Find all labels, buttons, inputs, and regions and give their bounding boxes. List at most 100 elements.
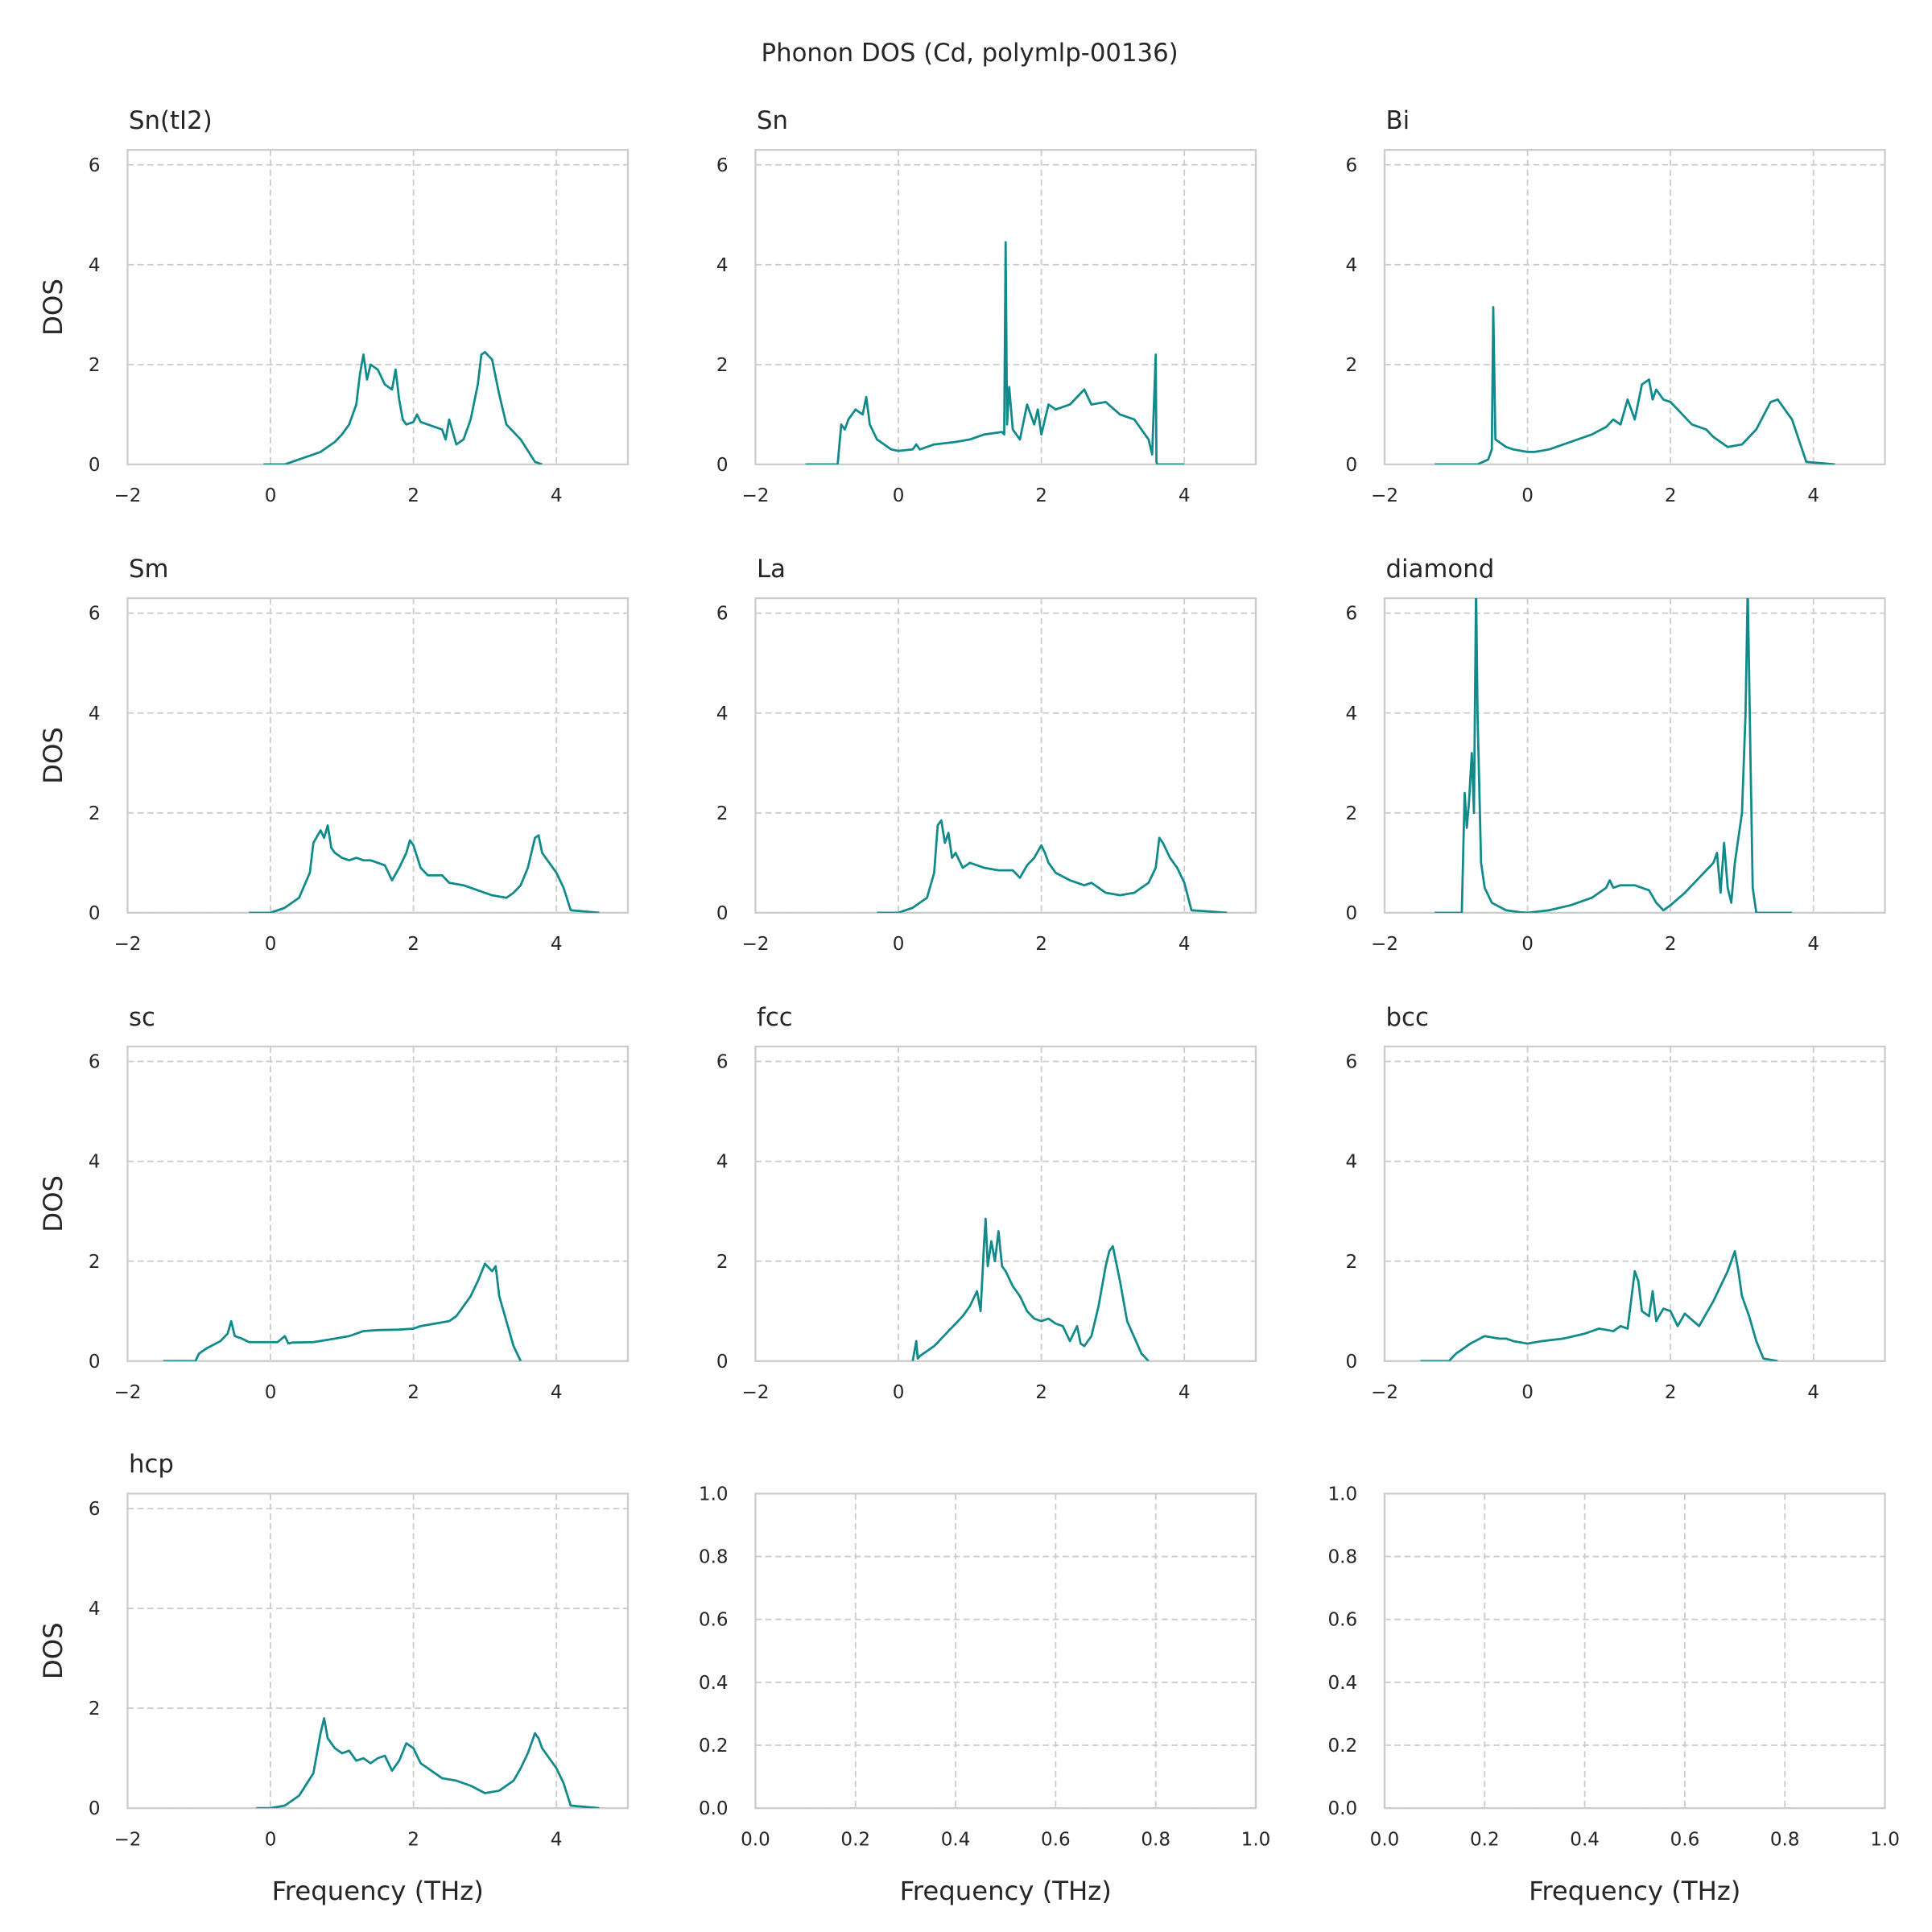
y-tick-label: 2	[1345, 1252, 1357, 1273]
x-tick-label: 2	[1035, 485, 1047, 506]
x-tick-label: 4	[551, 485, 563, 506]
x-tick-label: 2	[407, 1829, 419, 1850]
x-axis-label: Frequency (THz)	[900, 1876, 1112, 1906]
x-tick-label: 0	[1521, 934, 1534, 955]
x-tick-label: −2	[741, 934, 769, 955]
panel-title: bcc	[1386, 1003, 1429, 1032]
axes-frame	[1383, 597, 1886, 914]
x-axis-label: Frequency (THz)	[272, 1876, 484, 1906]
x-tick-label: −2	[1371, 485, 1398, 506]
x-tick-label: 4	[551, 934, 563, 955]
dos-line	[877, 819, 1228, 913]
axes-frame	[126, 597, 630, 914]
y-tick-label: 0	[89, 455, 101, 476]
x-tick-label: 4	[1179, 485, 1191, 506]
dos-line	[1435, 306, 1835, 464]
y-tick-label: 0	[89, 1352, 101, 1373]
y-tick-label: 6	[89, 1499, 101, 1520]
figure-title: Phonon DOS (Cd, polymlp-00136)	[762, 39, 1179, 68]
y-tick-label: 4	[716, 704, 729, 724]
axes-frame	[126, 1045, 630, 1362]
y-tick-label: 0.0	[699, 1798, 729, 1819]
x-tick-label: −2	[114, 1382, 141, 1403]
x-tick-label: −2	[114, 934, 141, 955]
dos-line	[263, 350, 543, 464]
panel-title: Sn	[757, 106, 788, 135]
x-tick-label: 4	[551, 1382, 563, 1403]
y-tick-label: 0	[89, 1798, 101, 1819]
y-tick-label: 2	[89, 803, 101, 824]
x-axis-label: Frequency (THz)	[1529, 1876, 1740, 1906]
y-axis-label: DOS	[38, 1175, 68, 1232]
axes-frame	[126, 1492, 630, 1810]
x-tick-label: 4	[1807, 485, 1819, 506]
y-tick-label: 2	[89, 355, 101, 376]
y-tick-label: 0.8	[699, 1547, 729, 1568]
y-tick-label: 6	[716, 155, 729, 176]
panel-title: fcc	[757, 1003, 793, 1032]
x-tick-label: 0.2	[1470, 1829, 1500, 1850]
axes-frame	[1383, 1492, 1886, 1810]
panel-title: diamond	[1386, 555, 1495, 584]
x-tick-label: 0	[893, 485, 905, 506]
y-tick-label: 2	[1345, 803, 1357, 824]
y-tick-label: 0.2	[1327, 1736, 1357, 1757]
y-tick-label: 4	[89, 1599, 101, 1620]
panel-title: Sm	[129, 555, 168, 584]
y-tick-label: 1.0	[699, 1484, 729, 1505]
x-tick-label: 0.6	[1670, 1829, 1700, 1850]
dos-line	[163, 1262, 522, 1361]
y-tick-label: 6	[1345, 155, 1357, 176]
y-tick-label: 4	[1345, 704, 1357, 724]
axes-frame	[754, 597, 1257, 914]
y-tick-label: 6	[1345, 604, 1357, 625]
x-tick-label: 0.2	[840, 1829, 870, 1850]
x-tick-label: 0.4	[941, 1829, 971, 1850]
dos-line	[256, 1717, 600, 1809]
y-tick-label: 6	[89, 155, 101, 176]
x-tick-label: 0.4	[1570, 1829, 1600, 1850]
x-tick-label: −2	[1371, 1382, 1398, 1403]
y-tick-label: 2	[716, 1252, 729, 1273]
x-tick-label: −2	[114, 1829, 141, 1850]
x-tick-label: 2	[407, 1382, 419, 1403]
y-tick-label: 4	[89, 704, 101, 724]
y-tick-label: 0.4	[1327, 1673, 1357, 1694]
dos-line	[1420, 1249, 1778, 1361]
y-tick-label: 0.2	[699, 1736, 729, 1757]
y-tick-label: 2	[716, 355, 729, 376]
panel-title: sc	[129, 1003, 155, 1032]
x-tick-label: 4	[1179, 1382, 1191, 1403]
y-tick-label: 0.4	[699, 1673, 729, 1694]
x-tick-label: 0	[893, 1382, 905, 1403]
y-tick-label: 2	[716, 803, 729, 824]
y-tick-label: 0	[89, 903, 101, 924]
x-tick-label: 1.0	[1241, 1829, 1271, 1850]
axes-frame	[754, 149, 1257, 466]
y-tick-label: 0.0	[1327, 1798, 1357, 1819]
x-tick-label: 0	[1521, 1382, 1534, 1403]
y-tick-label: 0	[716, 455, 729, 476]
dos-line	[1435, 598, 1793, 913]
axes-frame	[754, 1492, 1257, 1810]
y-tick-label: 4	[1345, 1152, 1357, 1173]
y-tick-label: 0	[1345, 455, 1357, 476]
x-tick-label: 0.8	[1770, 1829, 1800, 1850]
y-tick-label: 2	[1345, 355, 1357, 376]
x-tick-label: 2	[407, 485, 419, 506]
x-tick-label: 0	[893, 934, 905, 955]
y-tick-label: 6	[716, 604, 729, 625]
x-tick-label: −2	[114, 485, 141, 506]
y-tick-label: 4	[1345, 255, 1357, 276]
y-tick-label: 0	[1345, 1352, 1357, 1373]
y-tick-label: 0	[716, 903, 729, 924]
x-tick-label: 0	[265, 934, 277, 955]
x-tick-label: 0.0	[1370, 1829, 1400, 1850]
y-tick-label: 6	[89, 1052, 101, 1073]
x-tick-label: −2	[1371, 934, 1398, 955]
x-tick-label: 2	[1035, 934, 1047, 955]
panel-title: La	[757, 555, 786, 584]
x-tick-label: 0	[1521, 485, 1534, 506]
x-tick-label: 4	[1179, 934, 1191, 955]
